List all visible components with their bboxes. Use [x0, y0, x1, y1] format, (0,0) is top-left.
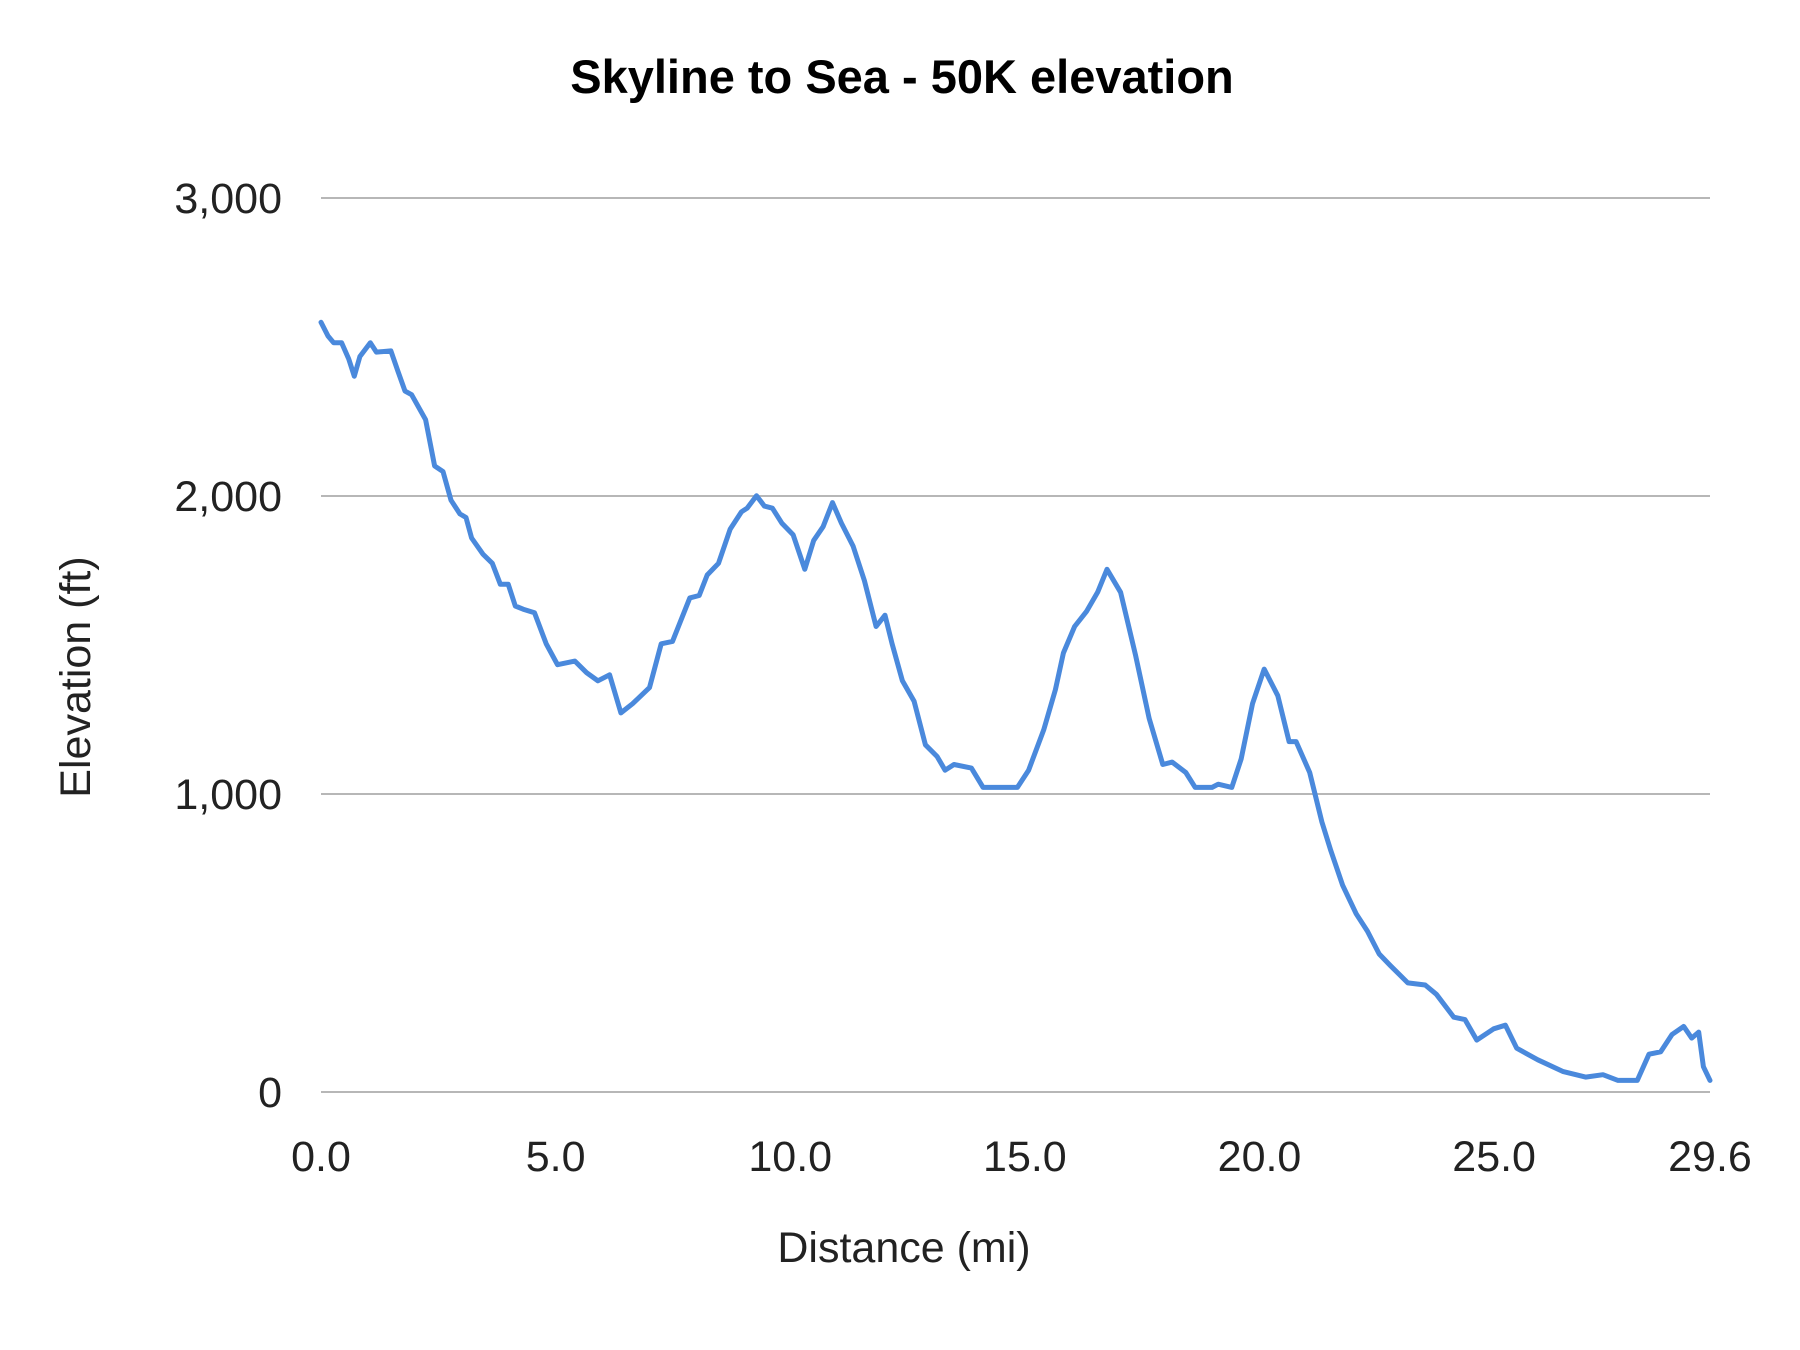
y-tick-label: 0: [258, 1069, 282, 1117]
x-tick-label: 10.0: [748, 1133, 832, 1181]
y-tick-label: 2,000: [174, 473, 282, 521]
x-tick-label: 25.0: [1452, 1133, 1536, 1181]
x-tick-label: 5.0: [526, 1133, 586, 1181]
y-axis-ticks: 0 1,000 2,000 3,000: [174, 175, 282, 1117]
gridlines: [321, 197, 1710, 1093]
y-axis-title: Elevation (ft): [52, 556, 100, 797]
x-axis-ticks: 0.0 5.0 10.0 15.0 20.0 25.0 29.6: [291, 1133, 1752, 1181]
x-tick-label: 20.0: [1218, 1133, 1302, 1181]
y-tick-label: 3,000: [174, 175, 282, 223]
x-tick-label: 29.6: [1668, 1133, 1752, 1181]
chart-title: Skyline to Sea - 50K elevation: [570, 50, 1234, 103]
y-tick-label: 1,000: [174, 771, 282, 819]
x-axis-title: Distance (mi): [777, 1224, 1030, 1272]
elevation-line: [318, 319, 1713, 1083]
x-tick-label: 15.0: [983, 1133, 1067, 1181]
x-tick-label: 0.0: [291, 1133, 351, 1181]
